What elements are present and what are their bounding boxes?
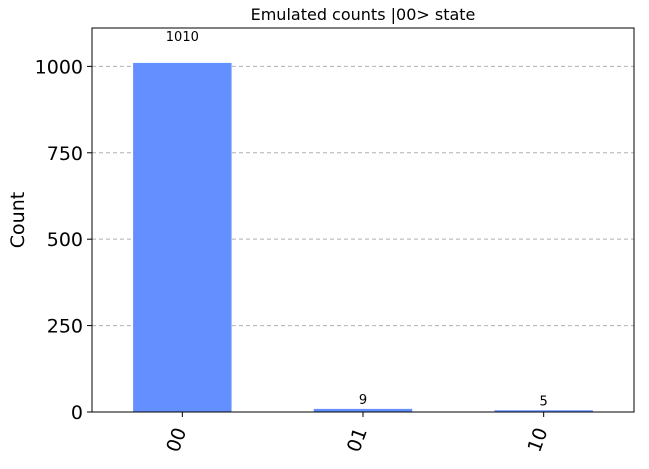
y-tick-label: 750 — [47, 143, 83, 165]
data-labels: 1010 9 5 — [166, 30, 548, 409]
data-label: 9 — [359, 393, 367, 408]
y-tick-label: 250 — [47, 316, 83, 338]
y-axis-ticks: 0 250 500 750 1000 — [35, 56, 92, 424]
data-label: 5 — [540, 394, 548, 409]
y-tick-label: 500 — [47, 229, 83, 251]
y-axis-label: Count — [7, 192, 29, 248]
x-tick-label: 00 — [162, 425, 191, 455]
data-label: 1010 — [166, 30, 199, 45]
bar — [133, 62, 232, 413]
x-tick-label: 01 — [343, 425, 372, 455]
gridlines — [92, 65, 634, 327]
bars — [133, 62, 593, 413]
chart-title: Emulated counts |00> state — [251, 5, 476, 24]
y-tick-label: 0 — [71, 402, 83, 424]
x-axis-ticks: 00 01 10 — [162, 412, 553, 455]
x-tick-label: 10 — [524, 425, 553, 455]
bar — [313, 408, 413, 412]
y-tick-label: 1000 — [35, 56, 83, 78]
bar — [494, 410, 593, 412]
plot-frame — [91, 27, 635, 413]
